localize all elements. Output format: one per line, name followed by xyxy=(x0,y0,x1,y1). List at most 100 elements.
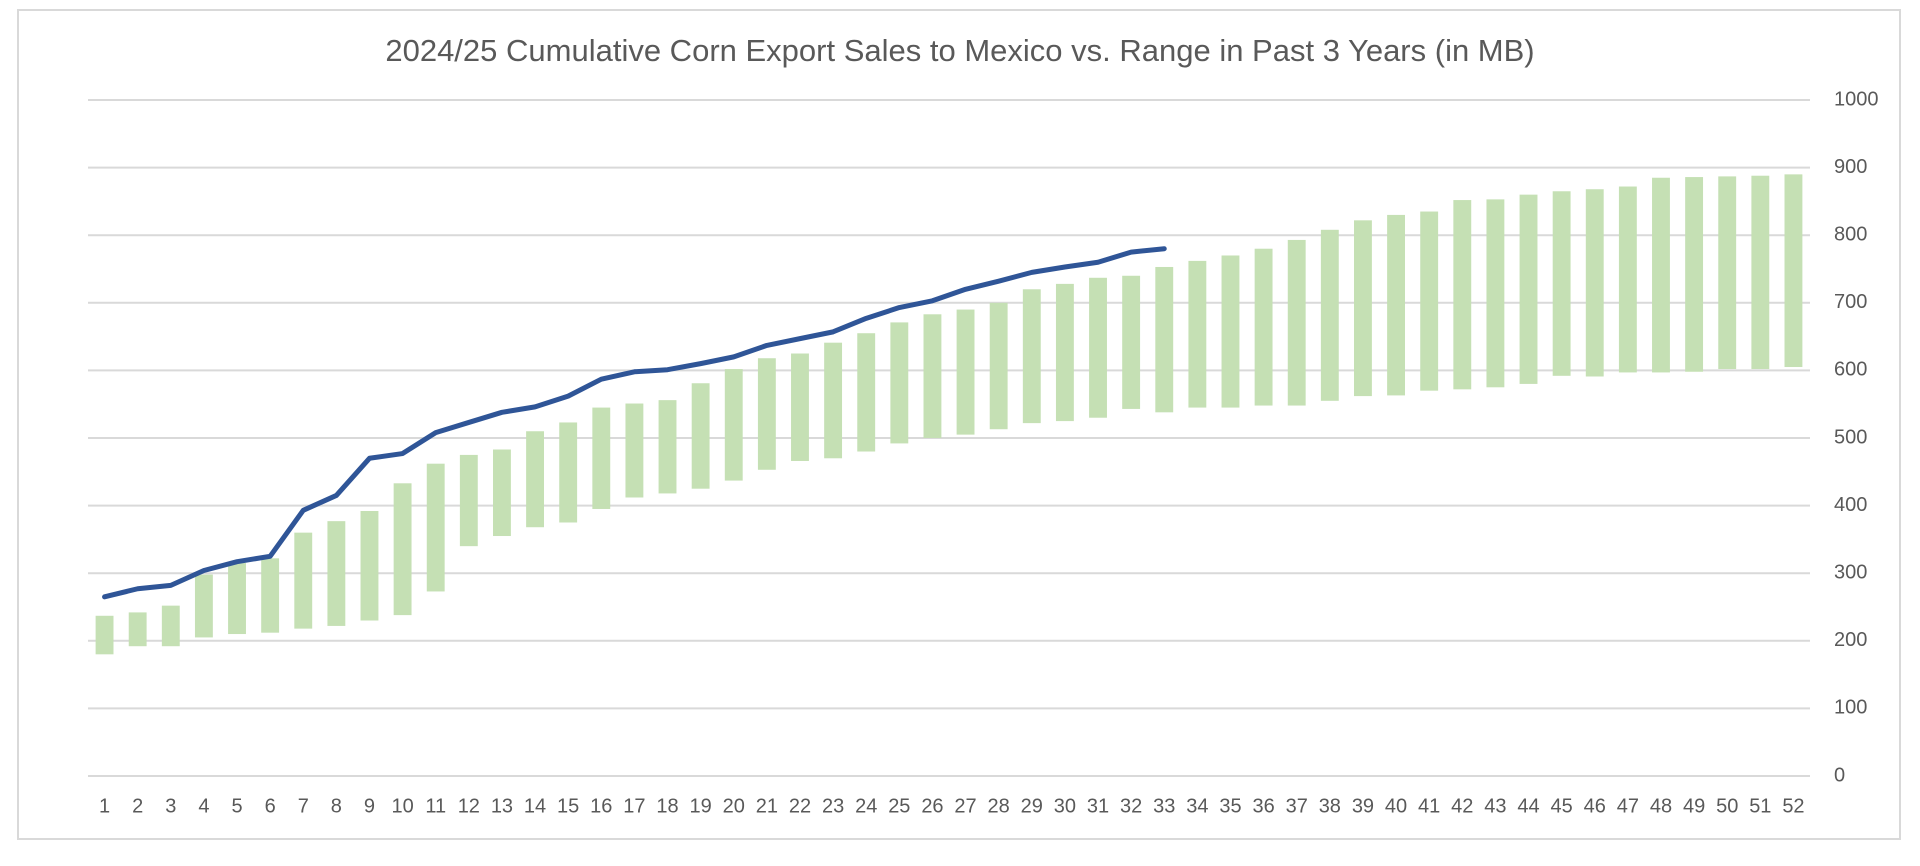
x-tick-label: 6 xyxy=(265,795,276,817)
y-tick-label: 800 xyxy=(1834,223,1867,245)
x-tick-label: 9 xyxy=(364,795,375,817)
x-tick-label: 12 xyxy=(458,795,480,817)
y-tick-label: 0 xyxy=(1834,764,1845,786)
x-tick-label: 44 xyxy=(1517,795,1539,817)
range-bar xyxy=(393,483,412,616)
x-tick-label: 32 xyxy=(1120,795,1142,817)
x-tick-label: 27 xyxy=(954,795,976,817)
x-tick-label: 48 xyxy=(1650,795,1672,817)
range-bar xyxy=(1420,211,1439,391)
x-tick-label: 5 xyxy=(231,795,242,817)
range-bar xyxy=(1155,266,1174,413)
x-tick-label: 26 xyxy=(921,795,943,817)
x-tick-label: 33 xyxy=(1153,795,1175,817)
range-bar xyxy=(890,322,909,444)
x-tick-label: 24 xyxy=(855,795,877,817)
y-tick-label: 700 xyxy=(1834,291,1867,313)
y-tick-label: 200 xyxy=(1834,629,1867,651)
range-bar xyxy=(1718,176,1737,370)
range-bar xyxy=(691,383,710,489)
x-tick-label: 18 xyxy=(656,795,678,817)
x-tick-label: 30 xyxy=(1054,795,1076,817)
x-tick-label: 22 xyxy=(789,795,811,817)
x-tick-label: 8 xyxy=(331,795,342,817)
x-tick-label: 28 xyxy=(988,795,1010,817)
x-tick-label: 1 xyxy=(99,795,110,817)
y-tick-label: 500 xyxy=(1834,426,1867,448)
x-tick-label: 45 xyxy=(1551,795,1573,817)
x-tick-label: 52 xyxy=(1782,795,1804,817)
range-bar xyxy=(592,407,611,509)
range-bar xyxy=(1089,277,1107,418)
range-bar xyxy=(1453,200,1472,390)
x-tick-label: 4 xyxy=(198,795,209,817)
range-bar xyxy=(194,574,213,638)
range-bar xyxy=(327,521,346,626)
range-bar xyxy=(1618,186,1637,373)
range-bar xyxy=(526,431,544,528)
range-bar xyxy=(1254,248,1273,406)
range-bar xyxy=(1354,220,1372,397)
range-bar xyxy=(426,463,445,592)
x-tick-label: 49 xyxy=(1683,795,1705,817)
range-bar xyxy=(128,612,147,647)
x-tick-label: 31 xyxy=(1087,795,1109,817)
range-bar xyxy=(824,342,843,459)
x-tick-label: 10 xyxy=(391,795,413,817)
x-tick-label: 50 xyxy=(1716,795,1738,817)
x-tick-label: 16 xyxy=(590,795,612,817)
range-bar xyxy=(1387,214,1405,396)
range-bar xyxy=(1486,199,1505,388)
x-tick-label: 17 xyxy=(623,795,645,817)
x-tick-label: 46 xyxy=(1584,795,1606,817)
x-tick-label: 35 xyxy=(1219,795,1241,817)
x-tick-label: 11 xyxy=(425,795,446,817)
range-bar xyxy=(1188,260,1207,408)
range-bar xyxy=(459,454,478,547)
chart-title: 2024/25 Cumulative Corn Export Sales to … xyxy=(385,33,1534,68)
range-bar xyxy=(1287,239,1306,406)
range-bar xyxy=(1685,177,1704,372)
range-bar xyxy=(95,615,114,655)
x-tick-label: 7 xyxy=(298,795,309,817)
range-bar xyxy=(1519,194,1538,384)
range-bar xyxy=(1055,283,1074,422)
y-tick-label: 600 xyxy=(1834,359,1867,381)
range-bar xyxy=(261,558,280,633)
x-tick-label: 42 xyxy=(1451,795,1473,817)
y-tick-label: 900 xyxy=(1834,156,1867,178)
range-bar xyxy=(923,314,942,438)
y-tick-label: 1000 xyxy=(1834,88,1879,110)
x-tick-label: 23 xyxy=(822,795,844,817)
x-tick-label: 15 xyxy=(557,795,579,817)
range-bar xyxy=(1221,255,1240,408)
range-bar xyxy=(791,353,809,461)
x-tick-label: 3 xyxy=(165,795,176,817)
range-bar xyxy=(757,358,776,470)
x-tick-label: 13 xyxy=(491,795,513,817)
x-tick-label: 25 xyxy=(888,795,910,817)
x-tick-label: 43 xyxy=(1484,795,1506,817)
x-tick-label: 51 xyxy=(1749,795,1771,817)
range-bar xyxy=(161,605,180,647)
x-tick-label: 39 xyxy=(1352,795,1374,817)
range-bar xyxy=(724,369,743,481)
x-tick-label: 29 xyxy=(1021,795,1043,817)
range-bar xyxy=(1652,177,1670,373)
range-bar xyxy=(228,563,246,635)
x-tick-label: 47 xyxy=(1617,795,1639,817)
y-tick-label: 300 xyxy=(1834,561,1867,583)
x-tick-label: 36 xyxy=(1252,795,1274,817)
range-bar xyxy=(857,333,876,452)
x-tick-label: 38 xyxy=(1319,795,1341,817)
range-bar xyxy=(1022,289,1041,424)
y-tick-label: 100 xyxy=(1834,697,1867,719)
y-tick-label: 400 xyxy=(1834,494,1867,516)
range-bar xyxy=(1122,275,1141,409)
range-bar xyxy=(1320,229,1339,401)
x-tick-label: 37 xyxy=(1286,795,1308,817)
range-bar xyxy=(493,449,511,537)
x-tick-label: 40 xyxy=(1385,795,1407,817)
range-bar xyxy=(294,532,313,629)
x-tick-label: 21 xyxy=(756,795,778,817)
